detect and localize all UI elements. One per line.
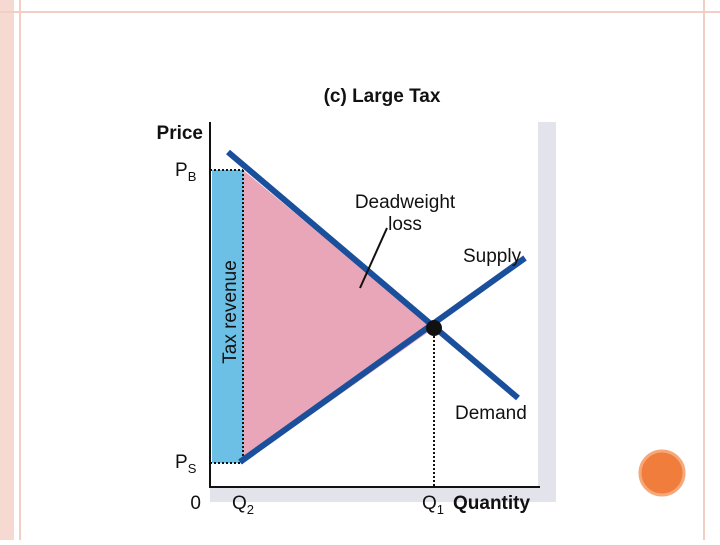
tax-revenue-label: Tax revenue <box>220 260 241 364</box>
price-label: PB <box>175 160 196 184</box>
demand-label: Demand <box>455 403 527 424</box>
tax-revenue-area <box>212 170 243 463</box>
title: (c) Large Tax <box>324 86 441 107</box>
plot-shadow <box>538 122 556 502</box>
label-sub: B <box>188 169 197 184</box>
pointer-line <box>359 227 388 289</box>
label-sub: 2 <box>247 502 254 517</box>
quantity-label: Q1 <box>422 493 444 517</box>
label-main: P <box>175 160 188 181</box>
origin-label: 0 <box>190 493 201 514</box>
y-axis-label: Price <box>157 123 203 144</box>
label-main: Q <box>422 493 437 514</box>
frame-band <box>0 0 14 540</box>
quantity-label: Q2 <box>232 493 254 517</box>
decor-circle <box>638 449 686 497</box>
supply-curve <box>238 255 527 465</box>
dwl-label-box: Deadweight loss <box>354 192 456 235</box>
label-main: P <box>175 452 188 473</box>
plot-shadow <box>210 488 556 502</box>
label-main: Q <box>232 493 247 514</box>
deadweight-loss-label: Deadweight loss <box>354 192 456 235</box>
x-axis-label: Quantity <box>453 493 530 514</box>
deadweight-loss-area <box>243 170 434 463</box>
label-sub: 1 <box>437 502 444 517</box>
demand-curve <box>226 149 520 401</box>
price-label: PS <box>175 452 197 476</box>
supply-label: Supply <box>463 246 522 267</box>
label-sub: S <box>188 461 197 476</box>
equilibrium-point <box>426 320 442 336</box>
